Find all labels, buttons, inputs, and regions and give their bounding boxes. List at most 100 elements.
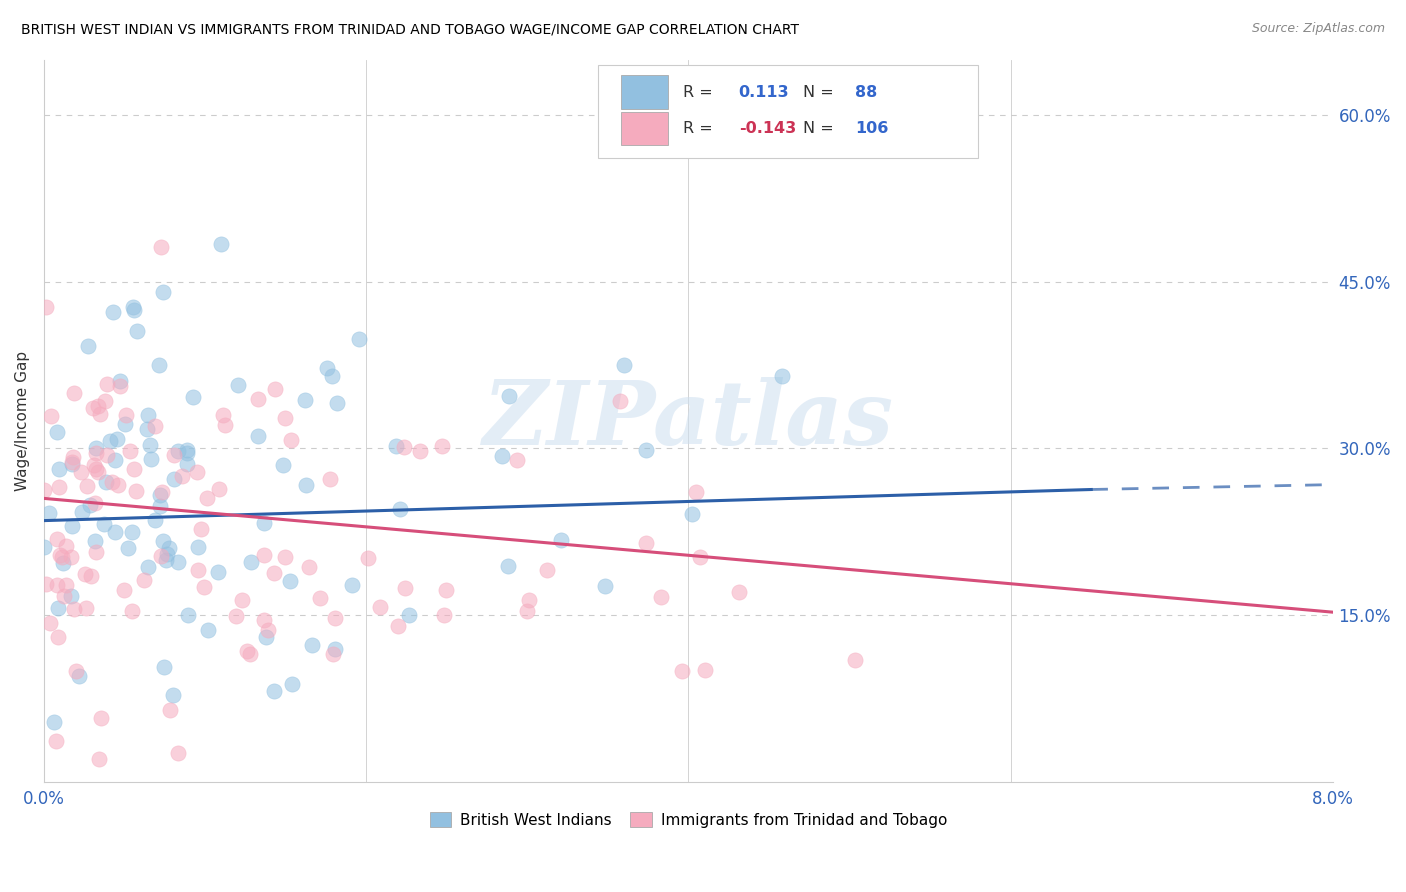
Point <box>212 408 235 422</box>
Point <box>409 444 432 458</box>
Point <box>689 549 711 564</box>
Text: -0.143: -0.143 <box>738 120 796 136</box>
Point <box>193 580 215 594</box>
Point <box>82 401 104 415</box>
Point <box>392 440 415 454</box>
Point <box>517 593 540 607</box>
Point <box>593 579 616 593</box>
Point <box>153 660 176 674</box>
Point <box>681 507 703 521</box>
Point <box>170 469 193 483</box>
Point <box>550 533 572 548</box>
Point <box>197 624 219 638</box>
Point <box>156 547 179 561</box>
Point <box>62 450 84 464</box>
Point <box>44 714 66 729</box>
Point <box>52 556 75 570</box>
Point <box>231 593 253 607</box>
Point <box>685 485 707 500</box>
Point <box>325 396 347 410</box>
Point <box>121 524 143 539</box>
Point <box>770 369 793 384</box>
Point <box>491 450 513 464</box>
Point <box>163 448 186 462</box>
Point <box>298 560 321 574</box>
Point <box>38 506 60 520</box>
Point <box>148 358 170 372</box>
Point <box>115 408 138 422</box>
Point <box>145 512 167 526</box>
Point <box>844 653 866 667</box>
Point <box>107 478 129 492</box>
Point <box>498 388 520 402</box>
Point <box>34 577 56 591</box>
Point <box>162 688 184 702</box>
Text: Source: ZipAtlas.com: Source: ZipAtlas.com <box>1251 22 1385 36</box>
Point <box>125 324 148 338</box>
Point <box>505 453 527 467</box>
Point <box>671 664 693 678</box>
Point <box>93 516 115 531</box>
Point <box>263 382 285 396</box>
Point <box>183 390 205 404</box>
Point <box>246 429 269 443</box>
Text: R =: R = <box>683 120 718 136</box>
Point <box>122 303 145 318</box>
Point <box>77 339 100 353</box>
Point <box>53 590 76 604</box>
Point <box>73 566 96 581</box>
Point <box>60 455 83 469</box>
Point <box>96 475 118 489</box>
Point <box>32 483 55 498</box>
Point <box>176 445 198 459</box>
Point <box>65 665 87 679</box>
Point <box>323 642 346 657</box>
Text: 106: 106 <box>855 120 889 136</box>
Point <box>389 502 412 516</box>
Point <box>114 417 136 431</box>
FancyBboxPatch shape <box>621 76 668 109</box>
Point <box>39 409 62 423</box>
Point <box>87 752 110 766</box>
Point <box>122 300 145 314</box>
Y-axis label: Wage/Income Gap: Wage/Income Gap <box>15 351 30 491</box>
Point <box>139 438 162 452</box>
Point <box>368 599 391 614</box>
Point <box>236 644 259 658</box>
Point <box>75 601 97 615</box>
Point <box>609 394 631 409</box>
Point <box>51 549 73 564</box>
Point <box>357 551 380 566</box>
Text: 0.113: 0.113 <box>738 85 789 100</box>
Point <box>143 418 166 433</box>
Point <box>294 477 316 491</box>
Point <box>257 623 280 637</box>
Point <box>60 457 83 471</box>
Point <box>60 589 83 603</box>
Point <box>48 630 70 644</box>
Point <box>104 525 127 540</box>
Point <box>634 442 657 457</box>
Point <box>96 448 118 462</box>
Point <box>104 453 127 467</box>
Point <box>319 472 342 486</box>
Point <box>430 439 453 453</box>
Point <box>108 379 131 393</box>
Point <box>117 541 139 555</box>
Point <box>496 558 519 573</box>
FancyBboxPatch shape <box>598 65 979 158</box>
Point <box>48 462 70 476</box>
Point <box>187 540 209 554</box>
Point <box>186 563 208 577</box>
Point <box>387 619 409 633</box>
Point <box>32 540 55 554</box>
Point <box>89 407 111 421</box>
Point <box>55 577 77 591</box>
Point <box>149 549 172 564</box>
Point <box>176 607 198 622</box>
Point <box>87 399 110 413</box>
Point <box>63 385 86 400</box>
Point <box>253 516 276 530</box>
Point <box>163 472 186 486</box>
Point <box>93 394 115 409</box>
